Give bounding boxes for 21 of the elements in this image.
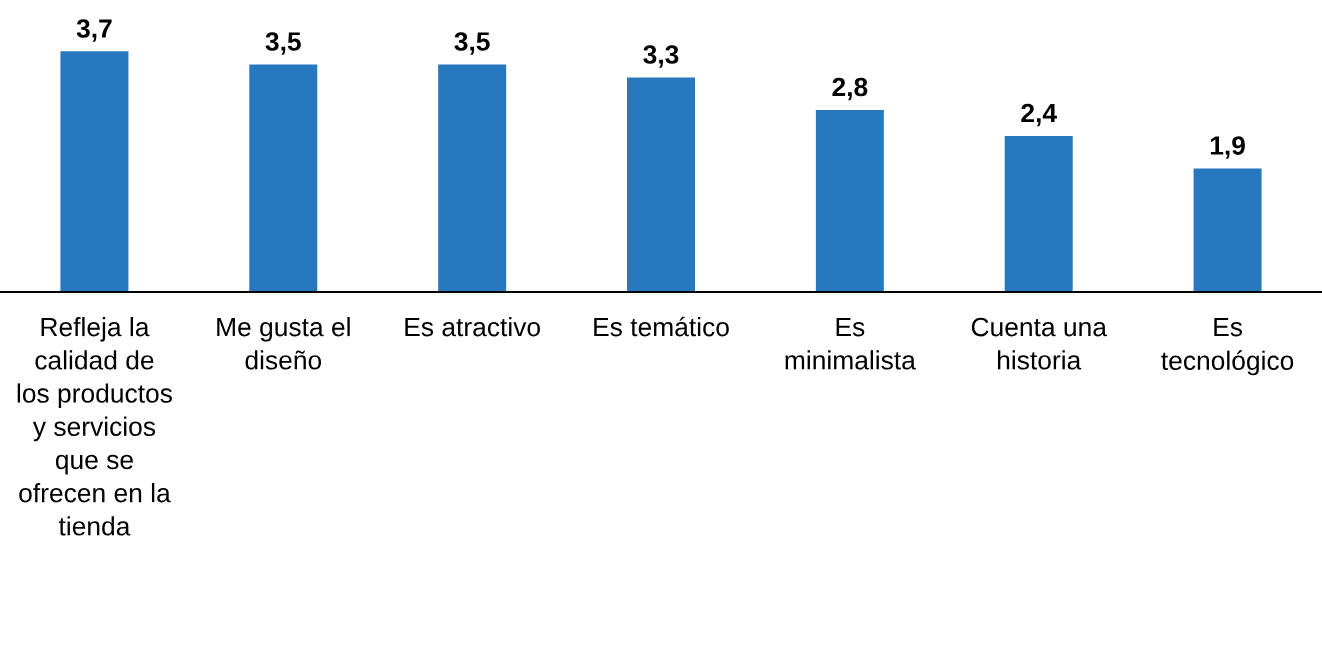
- bar: [627, 77, 695, 292]
- bar: [1004, 135, 1073, 292]
- x-tick-label: Es minimalista: [785, 317, 916, 370]
- bar: [60, 51, 129, 292]
- x-tick-label: Refleja la calidad de los productos y servicios que se ofrecen en la tienda: [17, 317, 172, 536]
- bar: [1193, 168, 1262, 292]
- x-tick-label: Cuenta una historia: [971, 317, 1107, 370]
- x-tick-label: Me gusta el diseño: [217, 317, 350, 370]
- data-label: 2,8: [832, 77, 868, 101]
- bar: [249, 64, 318, 292]
- data-label: 2,4: [1021, 103, 1057, 127]
- x-tick-label: Es atractivo: [405, 317, 540, 337]
- x-tick-label: Es tecnológico: [1161, 317, 1294, 376]
- data-label: 1,9: [1210, 136, 1245, 159]
- data-label: 3,3: [643, 45, 679, 68]
- data-label: 3,5: [265, 32, 301, 55]
- x-tick-label: Es temático: [594, 316, 729, 337]
- bar: [438, 64, 507, 292]
- data-label: 3,5: [454, 32, 490, 55]
- data-label: 3,7: [76, 19, 112, 42]
- bar: [815, 109, 884, 292]
